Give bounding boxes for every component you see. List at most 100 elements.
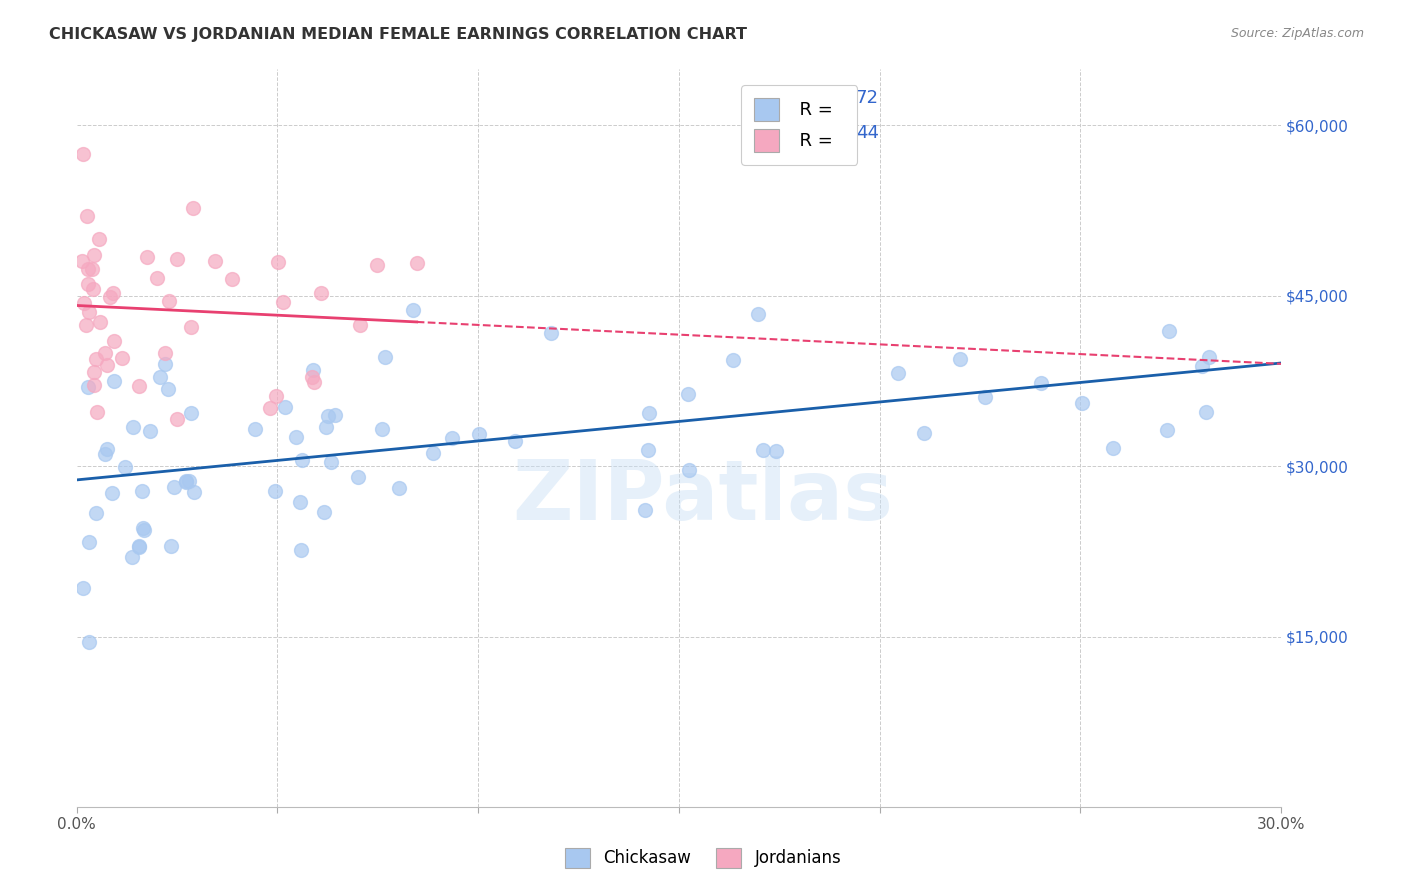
Point <box>323 408 346 422</box>
Point <box>267 255 290 269</box>
Point <box>347 469 370 483</box>
Point <box>912 425 935 440</box>
Point <box>374 351 396 365</box>
Point <box>100 290 122 304</box>
Point <box>80 262 103 277</box>
Point <box>540 326 562 340</box>
Point <box>101 486 124 500</box>
Point <box>76 209 98 223</box>
Point <box>271 295 294 310</box>
Point <box>1195 405 1218 419</box>
Point <box>405 255 427 269</box>
Point <box>318 409 340 423</box>
Text: 72: 72 <box>856 89 879 107</box>
Point <box>89 315 111 329</box>
Point <box>304 375 326 389</box>
Point <box>132 521 155 535</box>
Point <box>221 272 243 286</box>
Point <box>366 259 388 273</box>
Point <box>82 282 104 296</box>
Point <box>70 254 93 268</box>
Point <box>86 405 108 419</box>
Point <box>678 462 700 476</box>
Point <box>73 295 96 310</box>
Point <box>83 366 105 380</box>
Point <box>274 400 297 414</box>
Point <box>136 250 159 264</box>
Point <box>1198 351 1220 365</box>
Point <box>633 502 655 516</box>
Point <box>166 412 188 426</box>
Legend:   R =  ,   R =  : R = , R = <box>741 85 858 165</box>
Point <box>263 484 285 499</box>
Point <box>128 540 150 554</box>
Point <box>131 484 153 499</box>
Text: ZIPatlas: ZIPatlas <box>512 457 893 537</box>
Point <box>79 635 101 649</box>
Point <box>301 370 323 384</box>
Point <box>72 146 94 161</box>
Point <box>96 442 118 456</box>
Point <box>149 370 172 384</box>
Point <box>83 248 105 262</box>
Point <box>75 318 97 332</box>
Point <box>128 539 150 553</box>
Text: 44: 44 <box>856 124 879 142</box>
Point <box>1070 395 1092 409</box>
Point <box>290 542 312 557</box>
Point <box>153 346 176 360</box>
Point <box>176 474 198 488</box>
Point <box>177 474 200 488</box>
Point <box>96 358 118 372</box>
Point <box>288 495 311 509</box>
Point <box>371 422 394 436</box>
Point <box>638 406 661 420</box>
Point <box>76 261 98 276</box>
Point <box>176 475 198 489</box>
Point <box>83 378 105 392</box>
Point <box>1159 324 1181 338</box>
Point <box>180 405 202 419</box>
Point <box>94 346 117 360</box>
Point <box>77 535 100 549</box>
Text: N =: N = <box>821 124 860 142</box>
Point <box>1101 442 1123 456</box>
Point <box>181 201 204 215</box>
Point <box>285 430 308 444</box>
Point <box>204 253 226 268</box>
Point <box>264 389 287 403</box>
Text: N =: N = <box>821 89 860 107</box>
Point <box>121 549 143 564</box>
Point <box>243 422 266 436</box>
Point <box>467 427 489 442</box>
Point <box>166 252 188 266</box>
Point <box>747 307 769 321</box>
Point <box>146 270 169 285</box>
Text: 0.211: 0.211 <box>768 89 820 107</box>
Point <box>134 523 156 537</box>
Point <box>422 446 444 460</box>
Point <box>315 420 337 434</box>
Point <box>157 293 180 308</box>
Point <box>183 485 205 500</box>
Point <box>1156 423 1178 437</box>
Point <box>949 351 972 366</box>
Text: Source: ZipAtlas.com: Source: ZipAtlas.com <box>1230 27 1364 40</box>
Point <box>122 420 145 434</box>
Point <box>89 232 111 246</box>
Point <box>1191 359 1213 373</box>
Point <box>72 581 94 595</box>
Point <box>84 506 107 520</box>
Point <box>402 302 425 317</box>
Point <box>139 424 162 438</box>
Point <box>103 285 125 300</box>
Point <box>676 386 699 401</box>
Point <box>974 390 997 404</box>
Point <box>114 459 136 474</box>
Point <box>153 357 176 371</box>
Point <box>111 351 134 365</box>
Point <box>321 455 343 469</box>
Point <box>721 352 744 367</box>
Point <box>637 443 659 458</box>
Point <box>314 505 336 519</box>
